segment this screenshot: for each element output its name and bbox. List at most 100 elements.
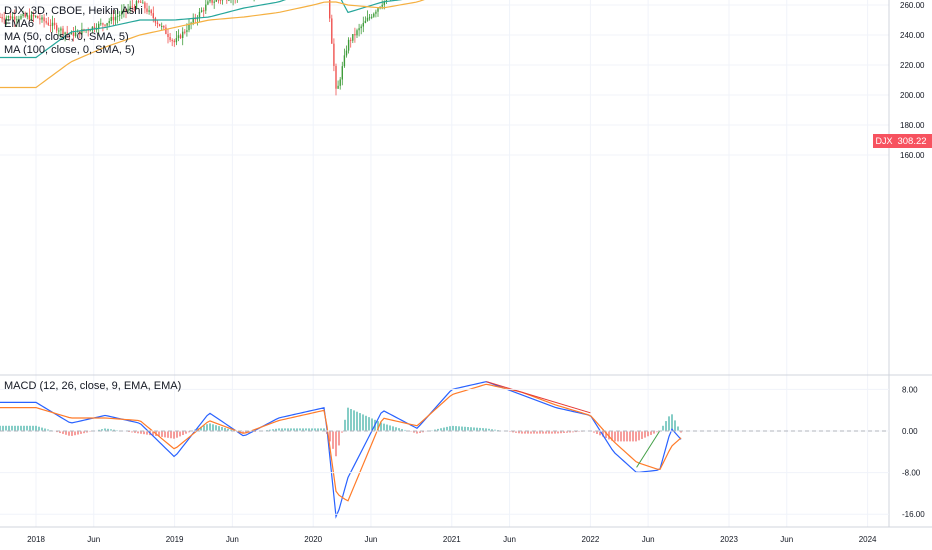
ema-label[interactable]: EMA6 <box>4 18 34 30</box>
candle-body <box>30 14 33 20</box>
macd-histogram-bar <box>647 431 649 437</box>
candle-body <box>192 17 194 23</box>
macd-histogram-bar <box>68 431 70 436</box>
ma100-label[interactable]: MA (100, close, 0, SMA, 5) <box>4 44 135 56</box>
time-axis[interactable]: 2018 Jun 2019 Jun 2020 Jun 2021 Jun 2022 Jun 2023 J… <box>27 535 877 544</box>
macd-histogram-bar <box>545 431 547 434</box>
macd-histogram-bar <box>179 431 181 437</box>
price-tick-label: 160.00 <box>900 151 925 160</box>
candle-body <box>70 32 73 35</box>
candle-body <box>58 30 60 32</box>
candle-body <box>329 0 331 19</box>
candle-body <box>209 0 211 2</box>
macd-histogram-bar <box>614 431 616 442</box>
macd-label[interactable]: MACD (12, 26, close, 9, EMA, EMA) <box>4 380 182 392</box>
macd-histogram-bar <box>377 421 379 431</box>
macd-axis[interactable]: 8.00 0.00 -8.00 -16.00 <box>0 385 925 519</box>
candle-body <box>60 28 62 31</box>
macd-histogram-bar <box>47 429 49 431</box>
macd-histogram-bar <box>290 428 292 431</box>
macd-histogram-bar <box>530 431 532 434</box>
symbol-title[interactable]: DJX, 3D, CBOE, Heikin Ashi <box>4 5 143 17</box>
time-tick-label: 2020 <box>304 535 322 544</box>
candle-body <box>354 34 356 36</box>
candle-body <box>119 14 121 16</box>
macd-histogram-bar <box>401 429 403 431</box>
macd-histogram-bar <box>44 428 46 431</box>
last-price-badge: DJX 308.22 <box>873 134 932 148</box>
macd-histogram-bar <box>632 431 634 442</box>
candle-body <box>20 15 22 19</box>
macd-histogram-bar <box>101 429 103 431</box>
ma50-label[interactable]: MA (50, close, 0, SMA, 5) <box>4 31 129 43</box>
candle-body <box>375 11 377 14</box>
candle-body <box>133 6 136 9</box>
candle-body <box>200 10 203 12</box>
price-tick-label: 180.00 <box>900 121 925 130</box>
candle-body <box>131 6 133 8</box>
candle-body <box>104 24 106 26</box>
macd-histogram-bar <box>458 426 460 431</box>
macd-histogram-bar <box>650 431 652 435</box>
macd-histogram-bar <box>218 426 220 431</box>
macd-histogram-bar <box>527 431 529 434</box>
macd-histogram-bar <box>35 425 37 431</box>
time-tick-label: 2019 <box>166 535 184 544</box>
candle-body <box>49 24 52 26</box>
candle-body <box>163 25 165 28</box>
macd-histogram-bar <box>461 426 463 431</box>
candle-body <box>352 34 354 41</box>
macd-histogram-bar <box>137 431 139 434</box>
macd-histogram-bar <box>485 428 487 431</box>
macd-histogram-bar <box>635 431 637 442</box>
time-tick-label: 2021 <box>443 535 461 544</box>
macd-histogram-bar <box>668 416 670 431</box>
candle-body <box>32 14 35 17</box>
macd-histogram-bar <box>281 428 283 431</box>
candle-body <box>95 28 98 30</box>
macd-histogram-bar <box>269 429 271 431</box>
moving-averages <box>0 0 425 89</box>
time-tick-label: 2023 <box>720 535 738 544</box>
macd-histogram-bar <box>488 428 490 431</box>
macd-pane <box>0 381 682 519</box>
macd-up-line <box>636 430 661 468</box>
macd-histogram-bar <box>152 431 154 436</box>
macd-histogram-bar <box>2 425 4 431</box>
macd-histogram-bar <box>605 431 607 439</box>
macd-histogram-bar <box>368 417 370 431</box>
macd-histogram-bar <box>551 431 553 434</box>
macd-histogram-bar <box>380 422 382 431</box>
candle-body <box>161 25 163 27</box>
candle-body <box>205 4 207 11</box>
candle-body <box>64 32 66 34</box>
candle-body <box>345 50 348 56</box>
macd-histogram-bar <box>350 409 352 431</box>
macd-histogram-bar <box>26 425 28 431</box>
macd-histogram-bar <box>422 431 424 433</box>
macd-histogram-bar <box>71 431 73 436</box>
candle-body <box>24 14 26 17</box>
macd-histogram-bar <box>158 431 160 437</box>
macd-histogram-bar <box>413 431 415 433</box>
grid-lines <box>0 0 889 527</box>
macd-histogram-bar <box>113 429 115 431</box>
macd-histogram-bar <box>296 428 298 431</box>
macd-histogram-bar <box>440 428 442 431</box>
candle-body <box>158 24 161 26</box>
macd-histogram-bar <box>371 418 373 431</box>
candle-body <box>129 6 131 9</box>
macd-histogram-bar <box>434 429 436 431</box>
macd-histogram-bar <box>38 426 40 431</box>
candle-body <box>112 16 115 21</box>
macd-histogram-bar <box>626 431 628 442</box>
price-axis[interactable]: 400.00380.00360.00340.00320.00300.00280.… <box>900 0 925 160</box>
macd-histogram-bar <box>437 428 439 431</box>
candle-body <box>28 15 31 20</box>
candle-body <box>333 43 335 66</box>
macd-histogram-bar <box>98 429 100 431</box>
macd-histogram-bar <box>77 431 79 435</box>
candle-body <box>144 2 146 9</box>
candle-body <box>339 79 341 86</box>
macd-histogram-bar <box>338 431 340 446</box>
